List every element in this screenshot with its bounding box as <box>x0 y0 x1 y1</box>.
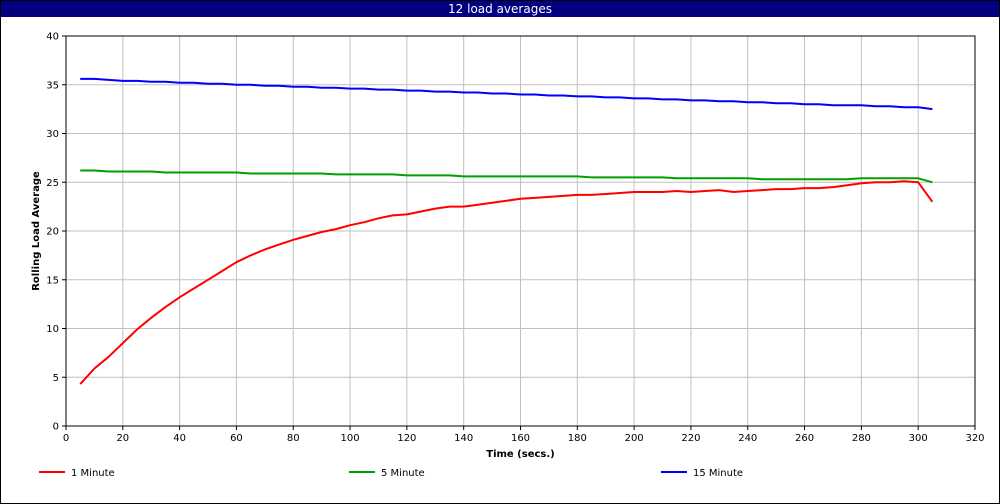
series-line-15-minute <box>80 77 933 111</box>
axis-ticks: 0 20 40 60 80 100 120 140 160 180 200 220 240 260 280 3… <box>46 32 984 445</box>
x-tick-label: 320 <box>965 433 984 444</box>
y-tick-label: 15 <box>46 275 59 286</box>
x-tick-label: 140 <box>454 433 473 444</box>
x-tick-label: 240 <box>738 433 757 444</box>
y-tick-label: 35 <box>46 80 59 91</box>
x-tick-label: 120 <box>397 433 416 444</box>
x-axis-title: Time (secs.) <box>486 449 555 460</box>
y-tick-label: 30 <box>46 129 59 140</box>
x-tick-label: 80 <box>287 433 300 444</box>
x-tick-label: 20 <box>116 433 129 444</box>
series-line-1-minute <box>79 180 934 385</box>
x-tick-label: 200 <box>625 433 644 444</box>
y-tick-label: 10 <box>46 324 59 335</box>
legend-label-15-minute: 15 Minute <box>693 468 743 479</box>
x-tick-label: 260 <box>795 433 814 444</box>
y-tick-label: 20 <box>46 227 59 238</box>
y-tick-label: 25 <box>46 178 59 189</box>
y-tick-label: 0 <box>53 422 59 433</box>
series-line-5-minute <box>80 169 933 184</box>
legend: 1 Minute 5 Minute 15 Minute <box>39 468 743 479</box>
legend-label-1-minute: 1 Minute <box>71 468 115 479</box>
y-tick-label: 5 <box>53 373 59 384</box>
chart-title: 12 load averages <box>1 1 999 17</box>
y-axis-title: Rolling Load Average <box>31 171 42 291</box>
x-tick-label: 100 <box>341 433 360 444</box>
x-tick-label: 180 <box>568 433 587 444</box>
x-tick-label: 160 <box>511 433 530 444</box>
x-tick-label: 220 <box>681 433 700 444</box>
legend-label-5-minute: 5 Minute <box>381 468 425 479</box>
x-tick-label: 40 <box>173 433 186 444</box>
y-tick-label: 40 <box>46 32 59 43</box>
x-tick-label: 300 <box>909 433 928 444</box>
x-tick-label: 280 <box>852 433 871 444</box>
x-tick-label: 0 <box>63 433 69 444</box>
x-tick-label: 60 <box>230 433 243 444</box>
series-lines <box>79 77 934 385</box>
